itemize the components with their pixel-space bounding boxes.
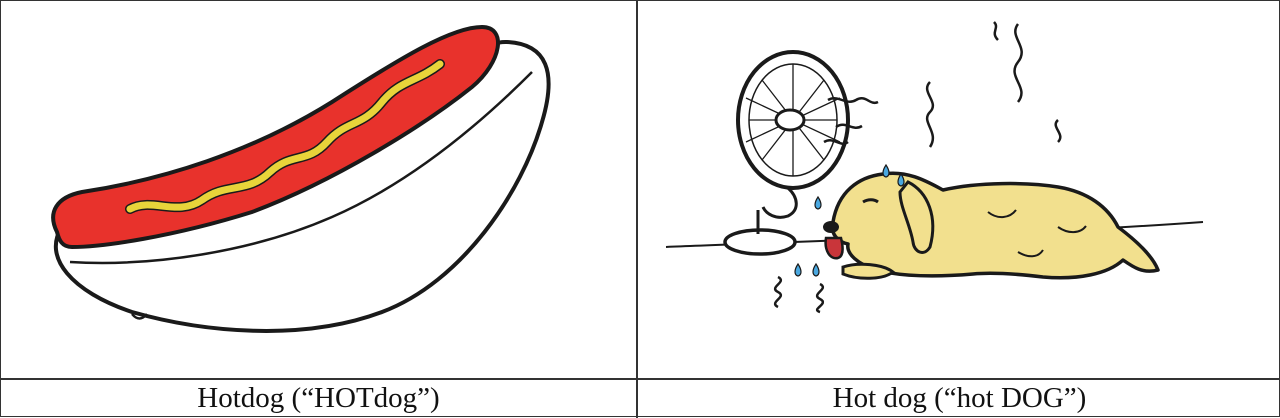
drool-lines <box>773 275 825 314</box>
fan-icon <box>723 50 879 256</box>
caption-hotdog: Hotdog (“HOTdog”) <box>197 382 440 414</box>
dog-by-fan-illustration <box>638 2 1280 377</box>
heat-lines <box>925 21 1062 148</box>
column-divider <box>636 1 638 418</box>
caption-divider <box>1 378 1280 380</box>
caption-hot-dog: Hot dog (“hot DOG”) <box>832 382 1087 414</box>
dog-illustration <box>823 171 1160 280</box>
sausage-shape <box>51 25 500 249</box>
hotdog-illustration <box>2 2 635 377</box>
sweat-drops <box>794 163 905 277</box>
